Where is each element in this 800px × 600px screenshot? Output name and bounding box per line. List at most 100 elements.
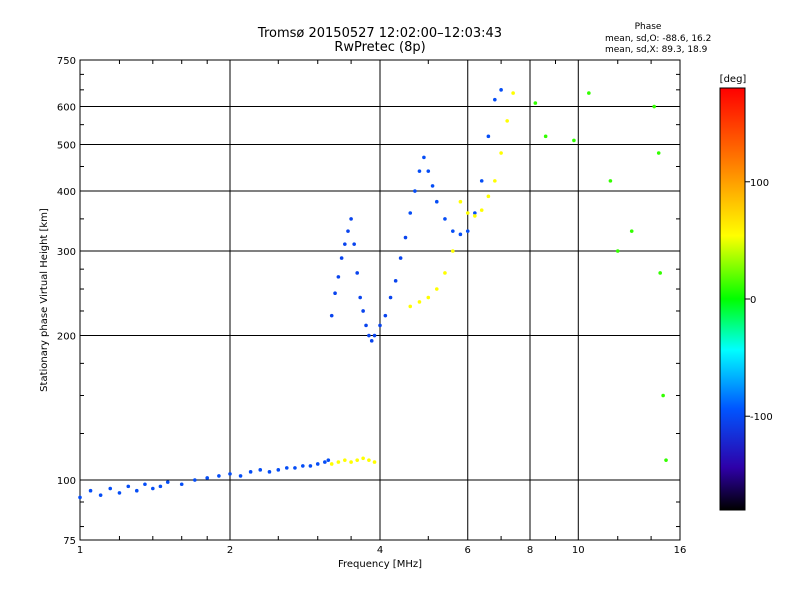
- echo-point: [430, 184, 435, 188]
- chart-title: Tromsø 20150527 12:02:00–12:03:43: [257, 26, 503, 41]
- data-points: [78, 88, 668, 500]
- echo-point: [349, 460, 353, 464]
- echo-point: [408, 304, 413, 309]
- echo-point: [664, 458, 668, 462]
- echo-point: [336, 275, 341, 279]
- echo-point: [258, 468, 263, 472]
- echo-point: [329, 462, 334, 466]
- echo-point: [661, 393, 665, 398]
- y-tick-label: 750: [57, 56, 76, 67]
- echo-point: [413, 189, 417, 193]
- echo-point: [369, 339, 374, 343]
- y-tick-label: 400: [57, 187, 76, 198]
- echo-point: [656, 151, 661, 155]
- echo-point: [267, 470, 272, 474]
- colorbar-tick-label: 0: [750, 295, 756, 306]
- echo-point: [355, 271, 359, 275]
- echo-point: [615, 249, 620, 253]
- echo-point: [398, 256, 403, 260]
- echo-point: [443, 217, 447, 221]
- echo-point: [329, 313, 334, 318]
- y-axis-label: Stationary phase Virtual Height [km]: [39, 208, 50, 392]
- echo-point: [355, 458, 359, 462]
- echo-point: [443, 271, 447, 275]
- echo-point: [349, 217, 353, 221]
- echo-point: [88, 488, 93, 493]
- y-tick-label: 75: [63, 536, 76, 547]
- echo-point: [372, 333, 377, 338]
- echo-point: [608, 179, 613, 183]
- y-tick-label: 300: [57, 247, 76, 258]
- x-tick-label: 2: [227, 545, 233, 556]
- echo-point: [426, 169, 431, 173]
- echo-point: [499, 88, 503, 92]
- echo-point: [367, 333, 371, 338]
- echo-point: [238, 474, 243, 478]
- echo-point: [493, 179, 497, 183]
- echo-point: [308, 464, 313, 468]
- echo-point: [193, 478, 197, 482]
- echo-point: [346, 229, 350, 233]
- plot-frame: [79, 59, 681, 541]
- echo-point: [276, 468, 281, 472]
- echo-point: [378, 323, 382, 328]
- echo-point: [499, 151, 503, 155]
- echo-point: [361, 456, 365, 461]
- echo-point: [486, 134, 491, 139]
- echo-point: [339, 256, 344, 260]
- echo-point: [383, 313, 388, 318]
- echo-point: [652, 104, 656, 109]
- echo-point: [326, 458, 331, 462]
- echo-point: [126, 484, 131, 489]
- echo-point: [358, 295, 362, 300]
- echo-point: [165, 480, 170, 484]
- echo-point: [134, 488, 139, 493]
- echo-point: [451, 229, 455, 233]
- echo-point: [629, 229, 634, 233]
- echo-point: [179, 482, 184, 487]
- echo-point: [98, 493, 103, 497]
- echo-point: [228, 472, 232, 476]
- grid-lines: [80, 60, 680, 540]
- echo-point: [388, 295, 393, 300]
- echo-point: [408, 211, 413, 215]
- echo-point: [151, 486, 155, 491]
- x-tick-label: 1: [77, 545, 83, 556]
- phase-stats-o-mode: mean, sd,O: -88.6, 16.2: [605, 34, 712, 44]
- echo-point: [364, 323, 368, 328]
- echo-point: [301, 464, 305, 468]
- echo-point: [486, 194, 491, 199]
- echo-point: [479, 208, 484, 212]
- echo-point: [78, 495, 82, 500]
- echo-point: [393, 279, 398, 283]
- echo-point: [493, 97, 497, 102]
- colorbar-gradient: [719, 87, 746, 511]
- echo-point: [658, 271, 662, 275]
- echo-point: [217, 474, 221, 478]
- echo-point: [458, 232, 463, 237]
- echo-point: [473, 214, 477, 218]
- echo-point: [323, 460, 327, 464]
- colorbar-ticks: 100 0 -100: [745, 178, 773, 423]
- echo-point: [284, 466, 289, 470]
- echo-point: [117, 491, 122, 495]
- phase-stats-x-mode: mean, sd,X: 89.3, 18.9: [605, 45, 708, 55]
- echo-point: [361, 309, 365, 313]
- echo-point: [205, 476, 209, 480]
- x-tick-label: 16: [674, 545, 687, 556]
- colorbar-label: [deg]: [720, 74, 747, 85]
- echo-point: [434, 287, 439, 291]
- x-axis-label: Frequency [MHz]: [338, 559, 422, 570]
- echo-point: [158, 484, 163, 489]
- y-tick-label: 100: [57, 476, 76, 487]
- echo-point: [343, 242, 347, 246]
- echo-point: [505, 119, 509, 123]
- x-tick-label: 4: [377, 545, 383, 556]
- echo-point: [533, 101, 538, 105]
- echo-point: [422, 155, 426, 160]
- echo-point: [479, 179, 484, 183]
- echo-point: [108, 486, 113, 491]
- echo-point: [473, 211, 477, 215]
